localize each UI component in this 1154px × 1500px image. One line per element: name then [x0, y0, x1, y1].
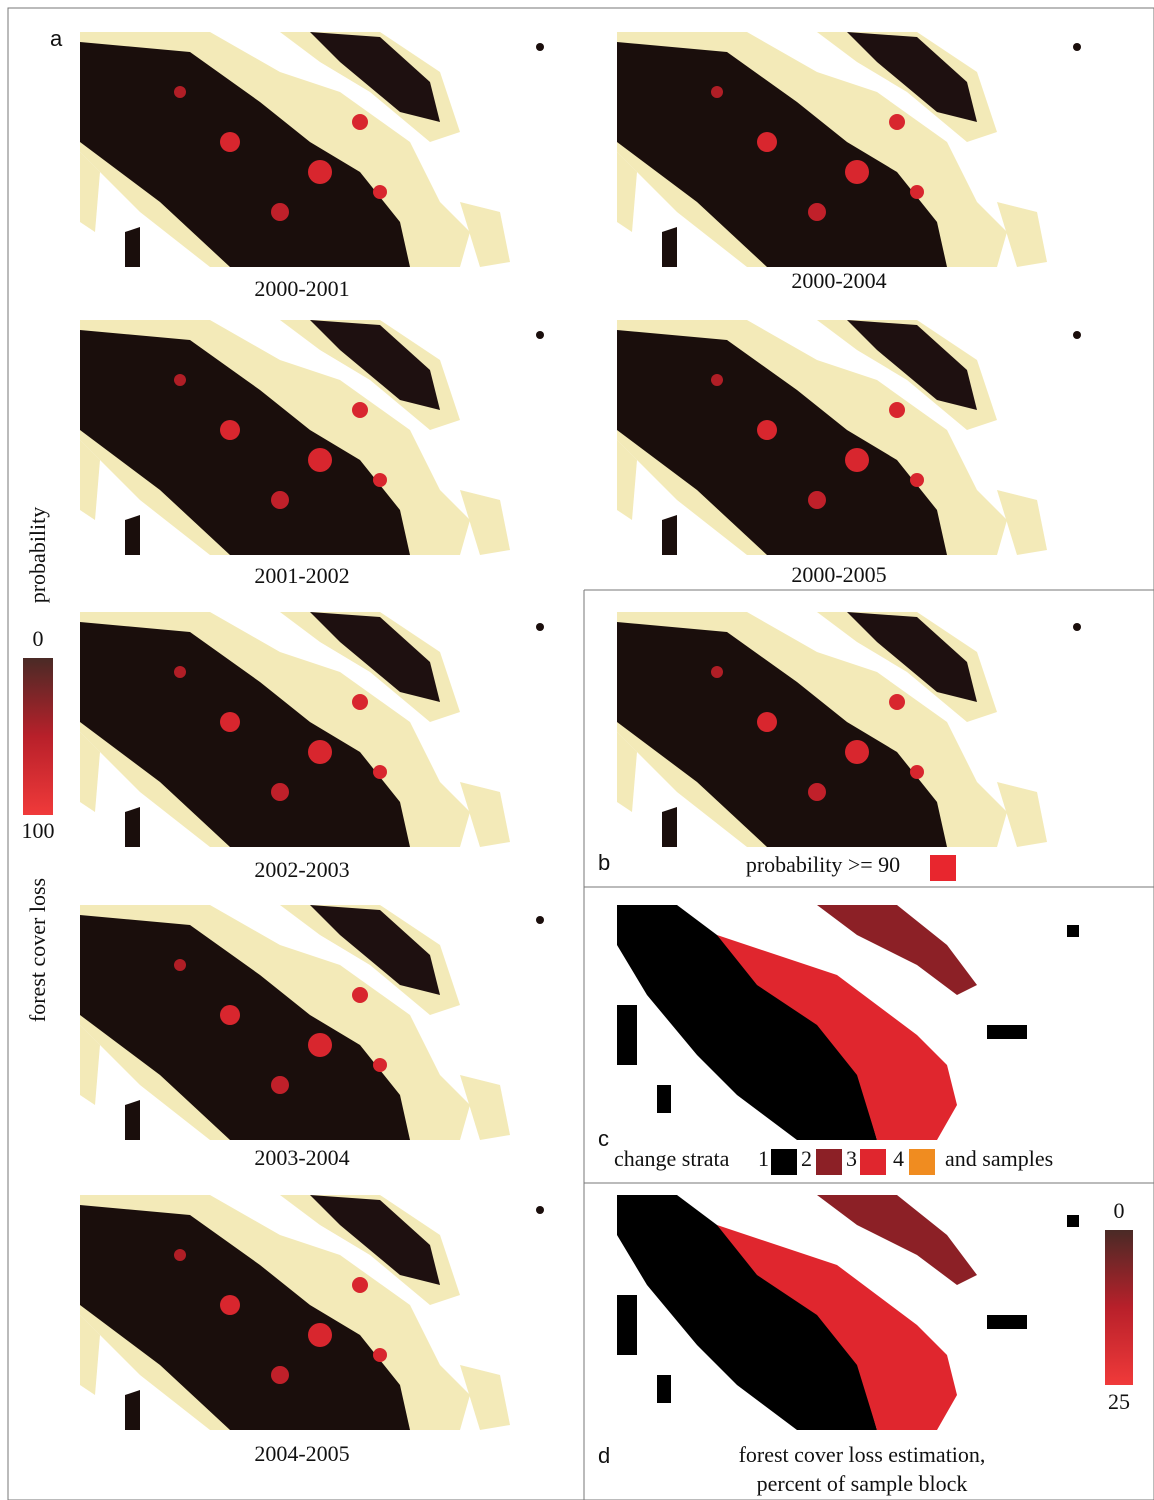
legend-title: probability — [25, 507, 50, 604]
map — [617, 612, 1081, 847]
colorbar — [23, 658, 53, 815]
colorbar-label: 0 — [33, 626, 44, 651]
map-caption: 2003-2004 — [254, 1145, 349, 1170]
legend-swatch — [930, 855, 956, 881]
map-caption: 2000-2001 — [254, 276, 349, 301]
panel-label: c — [598, 1126, 609, 1151]
estimate-map — [617, 1195, 1079, 1430]
legend-swatch — [909, 1149, 935, 1175]
caption: probability >= 90 — [746, 852, 900, 877]
legend-prefix: change strata — [614, 1146, 730, 1171]
legend-swatch — [816, 1149, 842, 1175]
caption: percent of sample block — [757, 1471, 968, 1496]
map-caption: 2001-2002 — [254, 563, 349, 588]
map-caption: 2004-2005 — [254, 1441, 349, 1466]
panel-label: d — [598, 1443, 610, 1468]
legend-label: 1 — [758, 1146, 769, 1171]
map — [80, 1195, 544, 1430]
map — [617, 320, 1081, 555]
map-caption: 2000-2005 — [791, 562, 886, 587]
panel-label: b — [598, 850, 610, 875]
strata-map — [617, 905, 1079, 1140]
colorbar-label: 0 — [1114, 1198, 1125, 1223]
map — [80, 905, 544, 1140]
map-caption: 2000-2004 — [791, 268, 886, 293]
panel-label: a — [50, 26, 63, 51]
legend-swatch — [860, 1149, 886, 1175]
legend-label: 3 — [846, 1146, 857, 1171]
map — [80, 612, 544, 847]
colorbar — [1105, 1230, 1133, 1385]
legend-label: 2 — [801, 1146, 812, 1171]
map-caption: 2002-2003 — [254, 857, 349, 882]
caption: forest cover loss estimation, — [739, 1442, 986, 1467]
map — [80, 32, 544, 267]
legend-label: 4 — [893, 1146, 904, 1171]
figure: a 2000-20012001-20022002-20032003-200420… — [0, 0, 1154, 1500]
colorbar-label: 100 — [22, 818, 55, 843]
legend-title: forest cover loss — [25, 878, 50, 1022]
colorbar-label: 25 — [1108, 1389, 1130, 1414]
map — [80, 320, 544, 555]
legend-suffix: and samples — [945, 1146, 1053, 1171]
map — [617, 32, 1081, 267]
legend-swatch — [771, 1149, 797, 1175]
